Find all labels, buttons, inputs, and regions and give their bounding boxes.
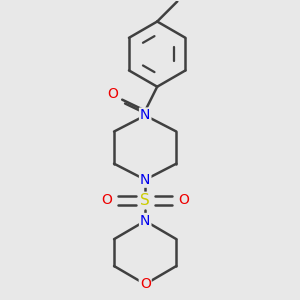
Text: S: S: [140, 193, 150, 208]
Text: N: N: [140, 109, 150, 122]
Text: N: N: [140, 214, 150, 228]
Text: O: O: [101, 193, 112, 207]
Text: O: O: [178, 193, 189, 207]
Text: O: O: [140, 277, 151, 291]
Text: N: N: [140, 173, 150, 187]
Text: O: O: [108, 87, 118, 101]
